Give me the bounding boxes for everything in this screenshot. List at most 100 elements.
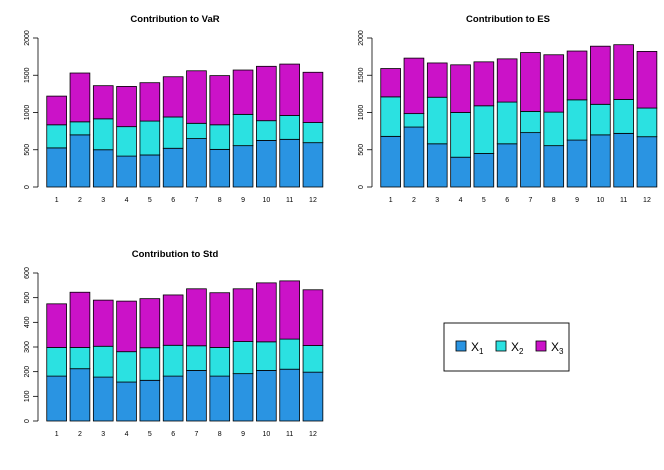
bar-x2-cat-1 <box>46 124 67 149</box>
bar-x1-cat-7 <box>186 138 207 188</box>
y-tick-label: 0 <box>358 185 365 189</box>
bar-x3-cat-8 <box>543 54 565 113</box>
bar-x3-cat-9 <box>566 50 588 101</box>
x-tick-label: 10 <box>596 197 604 204</box>
bar-x3-cat-7 <box>186 70 207 124</box>
x-tick-label: 4 <box>459 197 463 204</box>
bar-x1-cat-1 <box>46 375 67 422</box>
legend-label-x3: X3 <box>551 340 564 356</box>
x-tick-label: 9 <box>575 197 579 204</box>
x-tick-label: 1 <box>55 197 59 204</box>
bar-x1-cat-8 <box>209 148 231 188</box>
x-tick-label: 4 <box>125 431 129 438</box>
bar-x2-cat-9 <box>566 99 588 141</box>
y-tick-label: 0 <box>24 185 31 189</box>
legend-swatch-x1 <box>455 340 467 352</box>
bar-x1-cat-10 <box>256 370 277 422</box>
bar-x3-cat-4 <box>116 300 137 353</box>
bar-x3-cat-8 <box>209 292 231 348</box>
bar-x1-cat-7 <box>186 370 207 422</box>
x-tick-label: 6 <box>171 431 175 438</box>
bar-x3-cat-12 <box>302 71 324 123</box>
bar-x2-cat-2 <box>69 121 91 136</box>
x-tick-label: 8 <box>218 197 222 204</box>
bar-x1-cat-9 <box>566 139 588 188</box>
chart-title: Contribution to VaR <box>130 14 219 25</box>
bar-x1-cat-9 <box>232 373 254 422</box>
legend-label-x1: X1 <box>471 340 484 356</box>
x-tick-label: 1 <box>389 197 393 204</box>
x-tick-label: 7 <box>528 197 532 204</box>
bar-x2-cat-10 <box>590 103 611 136</box>
bar-x1-cat-12 <box>302 371 324 422</box>
bar-x2-cat-7 <box>520 110 541 134</box>
bar-x2-cat-5 <box>473 105 495 154</box>
y-tick-label: 200 <box>24 366 31 378</box>
bar-x1-cat-7 <box>520 132 541 188</box>
bar-x1-cat-5 <box>139 154 161 188</box>
bar-x2-cat-11 <box>613 99 634 134</box>
x-tick-label: 12 <box>309 431 317 438</box>
bar-x2-cat-3 <box>426 96 448 145</box>
bar-x2-cat-12 <box>302 345 324 373</box>
bar-x1-cat-12 <box>636 136 658 188</box>
bar-x3-cat-3 <box>92 299 114 347</box>
bar-x1-cat-11 <box>279 368 300 422</box>
bar-x3-cat-4 <box>116 86 137 128</box>
bar-x3-cat-5 <box>473 61 495 107</box>
bar-x2-cat-11 <box>279 338 300 370</box>
bar-x3-cat-9 <box>232 288 254 342</box>
bar-x3-cat-12 <box>302 289 324 346</box>
y-tick-label: 1500 <box>24 67 31 83</box>
bar-x2-cat-4 <box>116 351 137 383</box>
bar-x3-cat-5 <box>139 82 161 122</box>
bar-x3-cat-7 <box>520 52 541 112</box>
y-tick-label: 500 <box>24 144 31 156</box>
bar-x3-cat-4 <box>450 64 471 113</box>
bar-x3-cat-10 <box>256 65 277 122</box>
x-tick-label: 1 <box>55 431 59 438</box>
chart-title: Contribution to ES <box>466 14 550 25</box>
x-tick-label: 8 <box>218 431 222 438</box>
x-tick-label: 3 <box>101 197 105 204</box>
bar-x3-cat-5 <box>139 298 161 349</box>
bar-x3-cat-11 <box>279 63 300 116</box>
x-tick-label: 7 <box>194 197 198 204</box>
bar-x3-cat-6 <box>162 294 184 346</box>
bar-x2-cat-8 <box>543 111 565 147</box>
bar-x3-cat-6 <box>162 76 184 118</box>
bar-x3-cat-6 <box>496 58 518 103</box>
bar-x1-cat-3 <box>92 376 114 422</box>
x-tick-label: 6 <box>505 197 509 204</box>
x-tick-label: 12 <box>643 197 651 204</box>
x-tick-label: 3 <box>435 197 439 204</box>
bar-x2-cat-11 <box>279 115 300 140</box>
bar-x1-cat-1 <box>46 147 67 188</box>
y-tick-label: 500 <box>24 292 31 304</box>
bar-x1-cat-6 <box>162 147 184 188</box>
bar-x3-cat-1 <box>46 95 67 126</box>
y-tick-label: 0 <box>24 419 31 423</box>
x-tick-label: 5 <box>148 431 152 438</box>
bar-x1-cat-3 <box>92 149 114 188</box>
bar-x3-cat-3 <box>92 85 114 120</box>
bar-x2-cat-1 <box>380 96 401 137</box>
x-tick-label: 2 <box>412 197 416 204</box>
bar-x2-cat-6 <box>162 116 184 149</box>
bar-x1-cat-1 <box>380 135 401 188</box>
x-tick-label: 11 <box>620 197 627 204</box>
x-tick-label: 10 <box>262 197 270 204</box>
x-tick-label: 11 <box>286 197 293 204</box>
bar-x1-cat-2 <box>69 368 91 422</box>
y-tick-label: 500 <box>358 144 365 156</box>
x-tick-label: 11 <box>286 431 293 438</box>
bar-x3-cat-10 <box>590 45 611 105</box>
y-tick-label: 2000 <box>24 30 31 46</box>
bar-x1-cat-10 <box>256 140 277 188</box>
y-tick-label: 600 <box>24 267 31 279</box>
bar-x2-cat-4 <box>450 112 471 158</box>
bar-x3-cat-8 <box>209 75 231 126</box>
